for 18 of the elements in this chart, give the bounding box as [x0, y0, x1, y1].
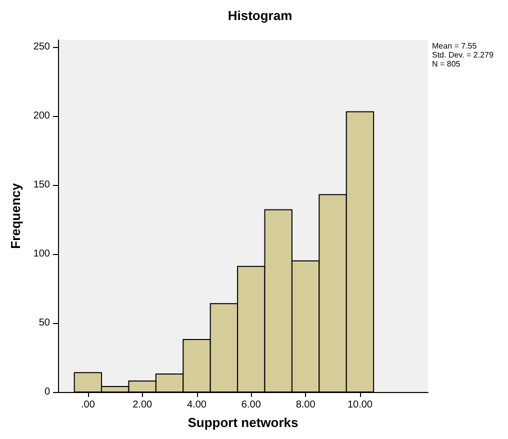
x-tick-label: 6.00 [241, 400, 262, 410]
x-tick-label: 4.00 [187, 400, 207, 410]
x-tick-label: 8.00 [296, 400, 316, 410]
y-tick-label: 200 [33, 110, 50, 122]
y-tick-label: 150 [33, 179, 50, 190]
y-tick-label: 50 [38, 317, 50, 328]
y-tick-label: 100 [33, 248, 50, 260]
text: Mean = 7.55 [432, 42, 478, 50]
x-tick-label: 10.00 [347, 400, 373, 410]
y-axis-title: Frequency [8, 182, 23, 249]
text: Std. Dev. = 2.279 [432, 50, 494, 60]
y-tick-label: 250 [33, 41, 50, 52]
x-axis-title: Support networks [188, 415, 298, 430]
y-tick-label: 0 [44, 386, 50, 398]
x-tick-label: 2.00 [132, 400, 153, 410]
text: N = 805 [432, 60, 461, 68]
chart-title: Histogram [228, 8, 292, 23]
x-tick-label: .00 [80, 400, 96, 410]
